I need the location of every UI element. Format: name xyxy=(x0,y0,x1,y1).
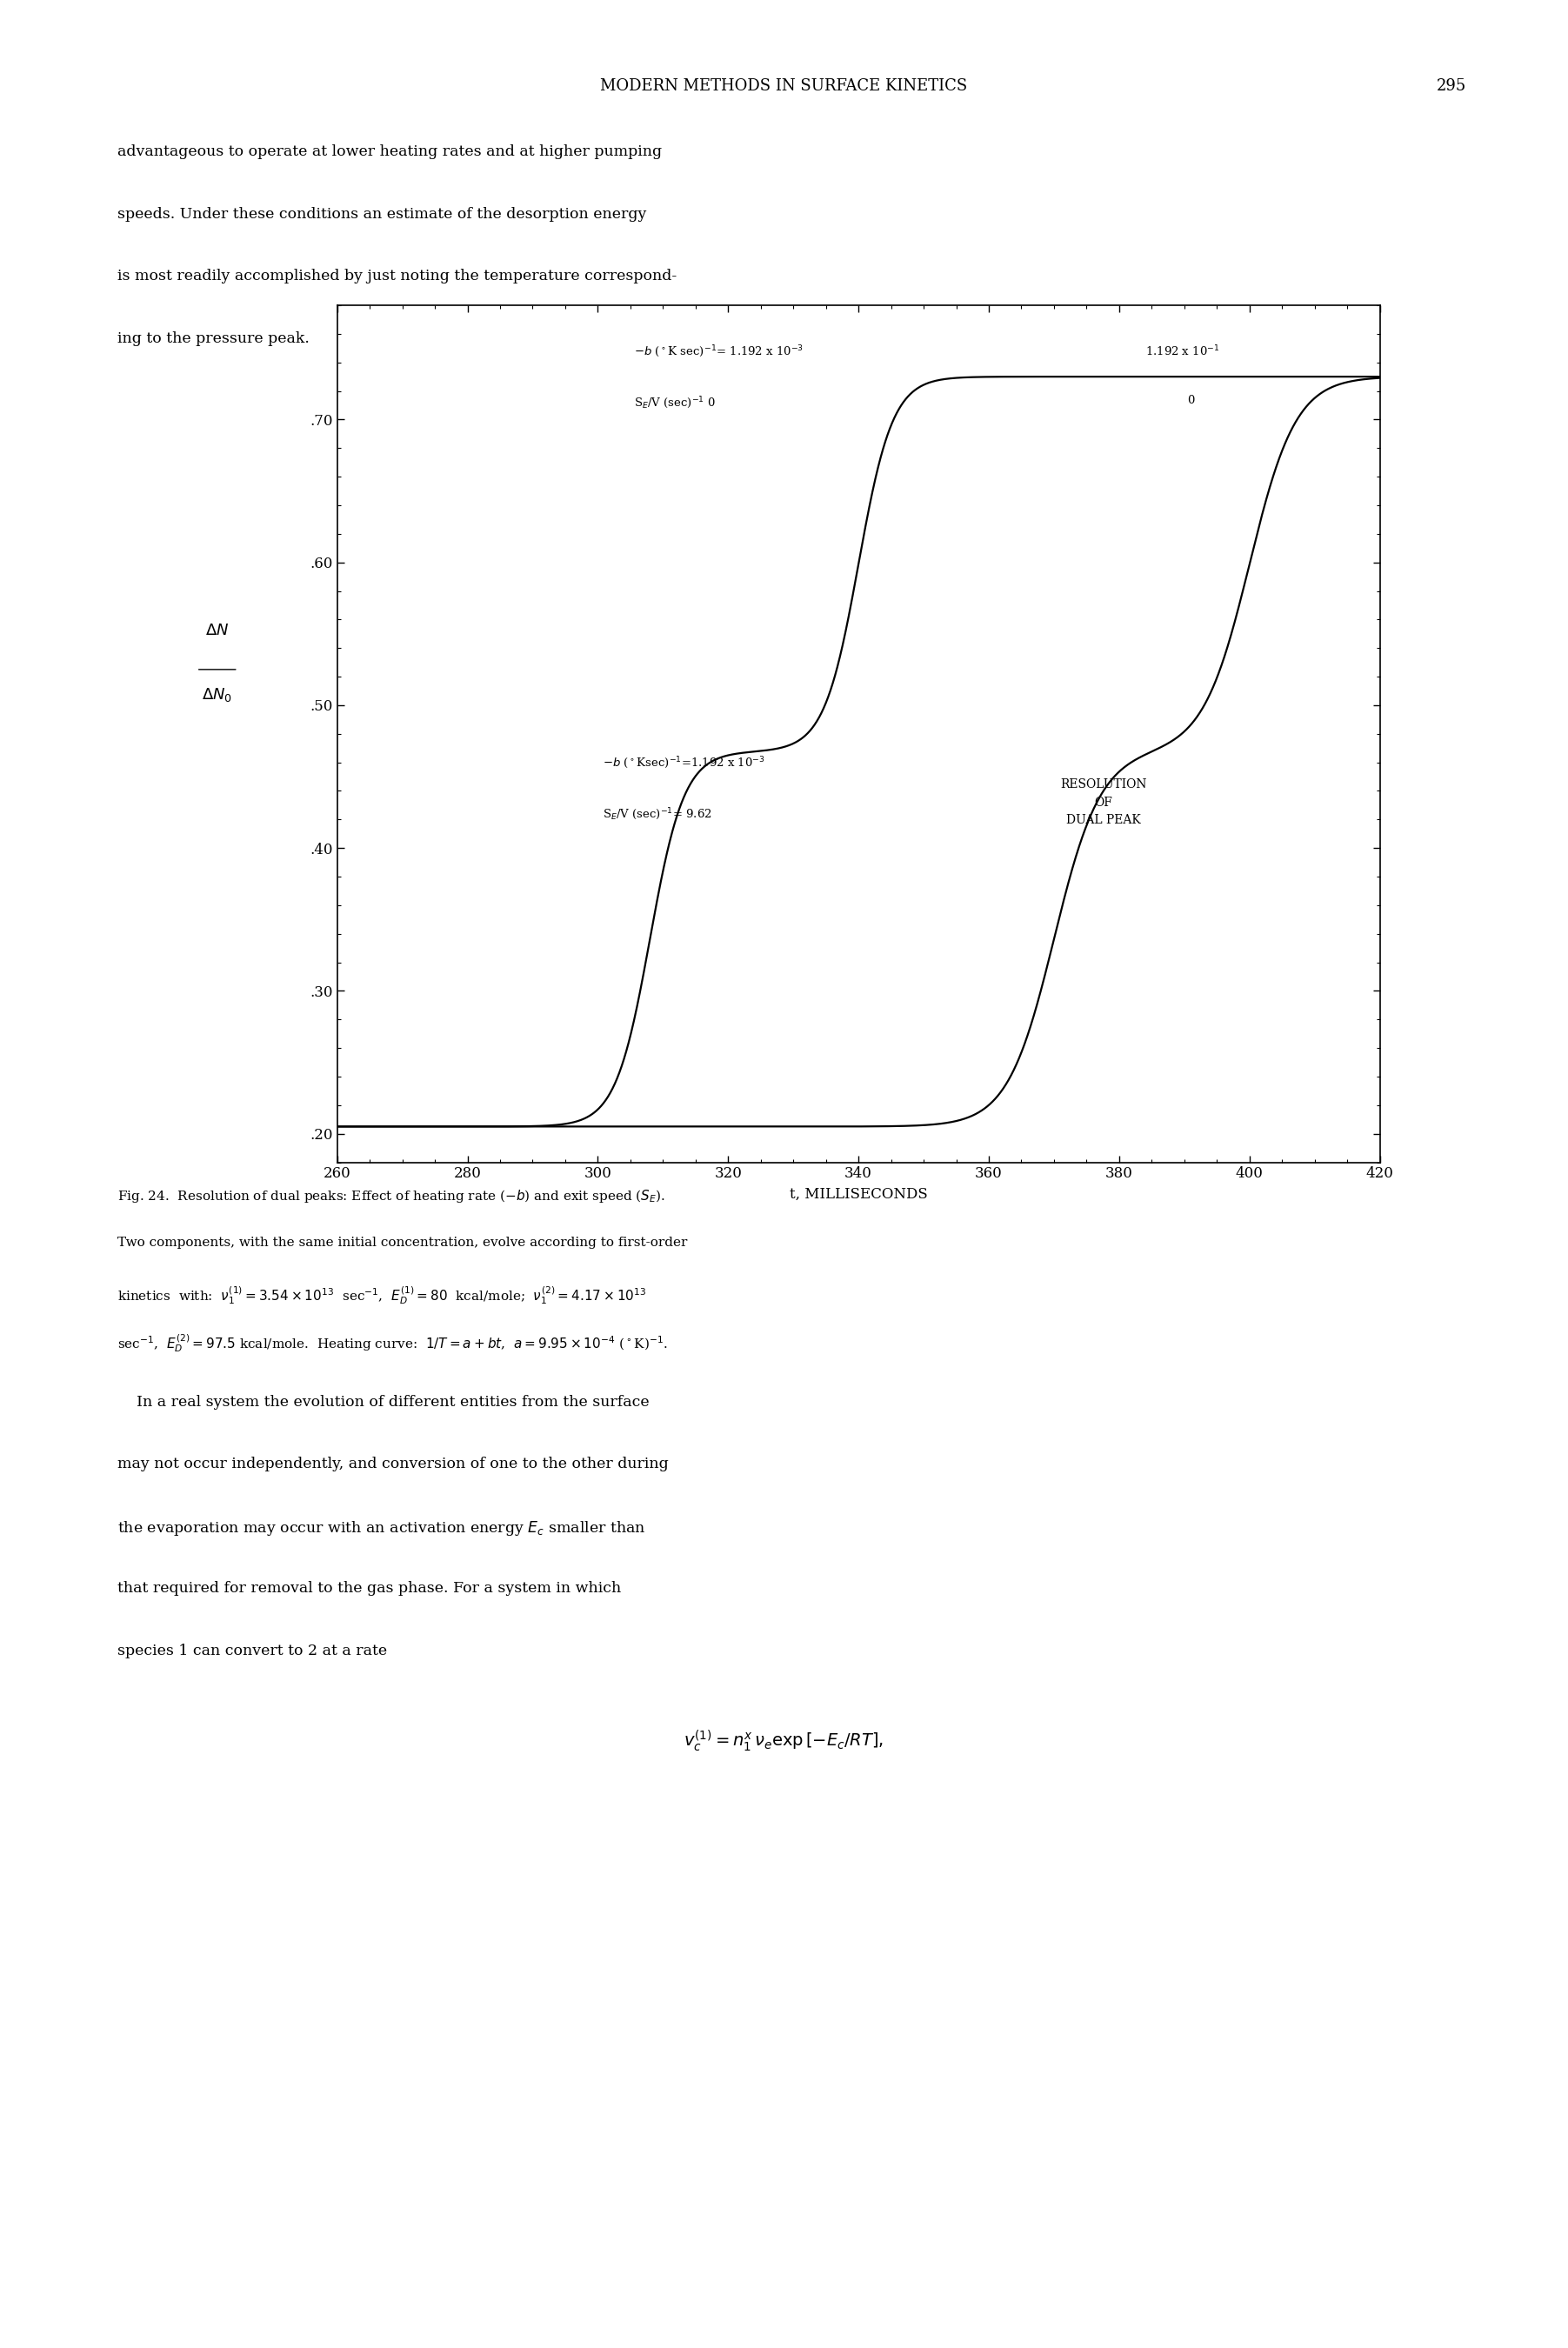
Text: In a real system the evolution of different entities from the surface: In a real system the evolution of differ… xyxy=(118,1395,649,1409)
Text: ing to the pressure peak.: ing to the pressure peak. xyxy=(118,331,310,345)
Text: $\Delta N_0$: $\Delta N_0$ xyxy=(202,686,232,704)
Text: kinetics  with:  $\nu_1^{(1)} = 3.54 \times 10^{13}$  sec$^{-1}$,  $E_D^{(1)} = : kinetics with: $\nu_1^{(1)} = 3.54 \time… xyxy=(118,1284,646,1305)
Text: $-b$ ($^\circ$K sec)$^{-1}$= 1.192 x 10$^{-3}$: $-b$ ($^\circ$K sec)$^{-1}$= 1.192 x 10$… xyxy=(635,343,804,359)
Text: $-b$ ($^\circ$Ksec)$^{-1}$=1.192 x 10$^{-3}$: $-b$ ($^\circ$Ksec)$^{-1}$=1.192 x 10$^{… xyxy=(604,756,765,770)
X-axis label: t, MILLISECONDS: t, MILLISECONDS xyxy=(789,1188,928,1202)
Text: sec$^{-1}$,  $E_D^{(2)} = 97.5$ kcal/mole.  Heating curve:  $1/T = a + bt$,  $a : sec$^{-1}$, $E_D^{(2)} = 97.5$ kcal/mole… xyxy=(118,1334,668,1355)
Text: $v_c^{(1)} = n_1^x\, \nu_e \exp\left[-E_c/RT\right],$: $v_c^{(1)} = n_1^x\, \nu_e \exp\left[-E_… xyxy=(684,1728,884,1754)
Text: 295: 295 xyxy=(1436,77,1466,94)
Text: species 1 can convert to 2 at a rate: species 1 can convert to 2 at a rate xyxy=(118,1644,387,1658)
Text: may not occur independently, and conversion of one to the other during: may not occur independently, and convers… xyxy=(118,1456,668,1472)
Text: speeds. Under these conditions an estimate of the desorption energy: speeds. Under these conditions an estima… xyxy=(118,207,646,221)
Text: that required for removal to the gas phase. For a system in which: that required for removal to the gas pha… xyxy=(118,1583,621,1597)
Text: advantageous to operate at lower heating rates and at higher pumping: advantageous to operate at lower heating… xyxy=(118,146,662,160)
Text: 0: 0 xyxy=(1187,394,1195,406)
Text: RESOLUTION
OF
DUAL PEAK: RESOLUTION OF DUAL PEAK xyxy=(1060,777,1146,826)
Text: $\Delta N$: $\Delta N$ xyxy=(205,622,229,639)
Text: is most readily accomplished by just noting the temperature correspond-: is most readily accomplished by just not… xyxy=(118,268,677,284)
Text: 1.192 x 10$^{-1}$: 1.192 x 10$^{-1}$ xyxy=(1145,343,1220,359)
Text: the evaporation may occur with an activation energy $E_c$ smaller than: the evaporation may occur with an activa… xyxy=(118,1519,646,1538)
Text: S$_E$/V (sec)$^{-1}$ 0: S$_E$/V (sec)$^{-1}$ 0 xyxy=(635,394,717,411)
Text: Fig. 24.  Resolution of dual peaks: Effect of heating rate ($-b$) and exit speed: Fig. 24. Resolution of dual peaks: Effec… xyxy=(118,1188,665,1205)
Text: S$_E$/V (sec)$^{-1}$= 9.62: S$_E$/V (sec)$^{-1}$= 9.62 xyxy=(604,808,712,822)
Text: Two components, with the same initial concentration, evolve according to first-o: Two components, with the same initial co… xyxy=(118,1235,687,1249)
Text: MODERN METHODS IN SURFACE KINETICS: MODERN METHODS IN SURFACE KINETICS xyxy=(601,77,967,94)
